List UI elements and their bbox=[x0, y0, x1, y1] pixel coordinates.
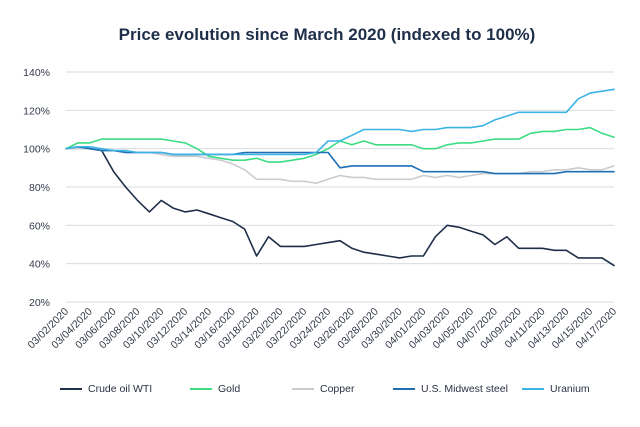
gridlines bbox=[66, 71, 614, 303]
series-line-1 bbox=[65, 126, 615, 163]
chart-title: Price evolution since March 2020 (indexe… bbox=[119, 25, 536, 44]
series-line-3 bbox=[65, 146, 615, 175]
y-tick-label: 80% bbox=[29, 182, 50, 194]
series-line-4 bbox=[65, 88, 615, 156]
x-axis-ticks: 03/02/202003/04/202003/06/202003/08/2020… bbox=[25, 306, 619, 352]
legend-label: Copper bbox=[320, 383, 355, 395]
series-line-0 bbox=[65, 147, 615, 267]
legend-label: Gold bbox=[218, 383, 240, 395]
legend-label: Uranium bbox=[550, 383, 590, 395]
series-line-2 bbox=[65, 147, 615, 184]
legend-label: U.S. Midwest steel bbox=[421, 383, 508, 395]
y-tick-label: 60% bbox=[29, 220, 50, 232]
y-tick-label: 100% bbox=[23, 144, 50, 156]
y-tick-label: 40% bbox=[29, 259, 50, 271]
y-tick-label: 140% bbox=[23, 67, 50, 79]
legend: Crude oil WTI Gold Copper U.S. Midwest stee… bbox=[60, 383, 590, 395]
y-tick-label: 20% bbox=[29, 297, 50, 309]
y-tick-label: 120% bbox=[23, 105, 50, 117]
series-lines bbox=[65, 88, 615, 267]
y-axis-ticks: 20% 40% 60% 80% 100% 120% 140% bbox=[23, 67, 50, 309]
legend-label: Crude oil WTI bbox=[88, 383, 152, 395]
